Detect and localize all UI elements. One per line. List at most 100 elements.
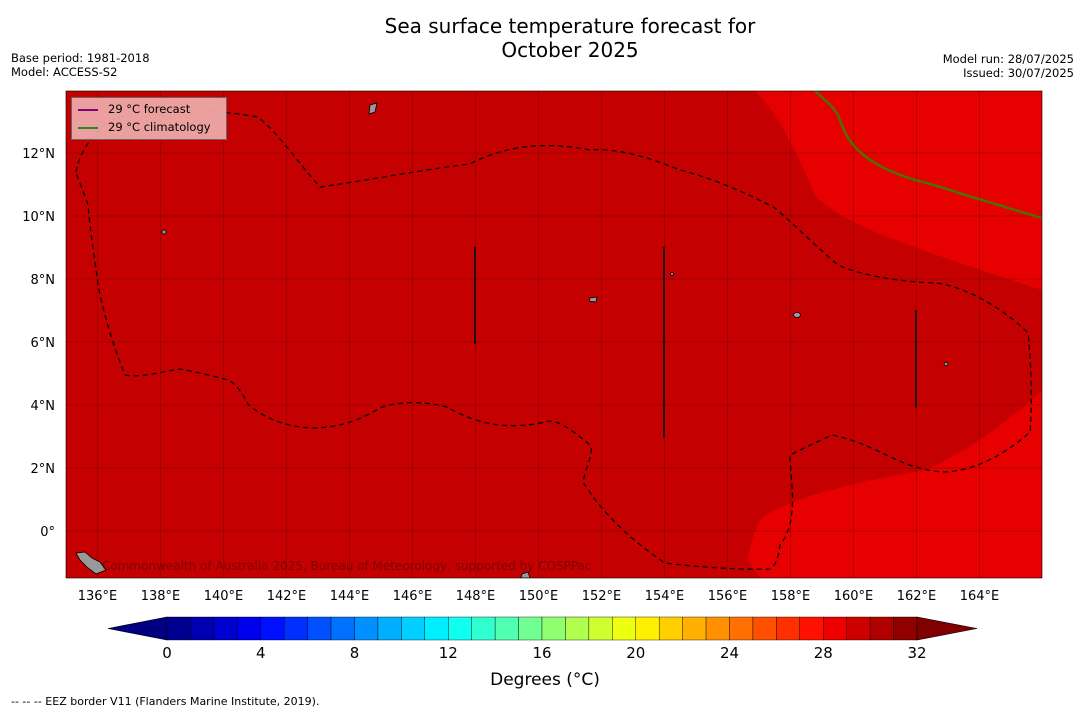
climatology-29c-contour <box>814 91 1042 220</box>
island <box>943 361 949 367</box>
lat-tick-label: 6°N <box>31 336 56 351</box>
lon-tick-label: 162°E <box>897 589 937 604</box>
lon-tick-label: 148°E <box>456 589 496 604</box>
legend-forecast: 29 °C forecast <box>78 102 190 116</box>
colorbar-segment <box>823 616 847 641</box>
colorbar-segment <box>565 616 590 641</box>
lat-tick-label: 10°N <box>22 210 55 225</box>
colorbar-tick-label: 0 <box>162 644 172 662</box>
colorbar: 0 4 8 12 16 20 24 28 32 <box>107 616 978 662</box>
island <box>793 312 801 318</box>
base-period: Base period: 1981-2018 <box>11 51 150 65</box>
colorbar-segment <box>237 616 261 641</box>
colorbar-segment <box>588 616 613 641</box>
colorbar-segment <box>612 616 636 641</box>
colorbar-segment <box>658 616 683 641</box>
colorbar-tick-label: 8 <box>350 644 360 662</box>
model-name: Model: ACCESS-S2 <box>11 65 118 79</box>
title-line-2: October 2025 <box>501 38 639 62</box>
chart-title: Sea surface temperature forecast for Oct… <box>320 14 820 62</box>
lat-tick-label: 0° <box>40 525 55 540</box>
model-run: Model run: 28/07/2025 <box>942 52 1074 66</box>
eez-footnote: -- -- -- EEZ border V11 (Flanders Marine… <box>11 695 320 708</box>
climatology-swatch <box>78 126 98 129</box>
legend-climatology: 29 °C climatology <box>78 120 211 134</box>
colorbar-segment <box>330 616 355 641</box>
colorbar-segment <box>541 616 566 641</box>
colorbar-tick-label: 12 <box>439 644 458 662</box>
island <box>75 551 107 575</box>
colorbar-segment <box>776 616 801 641</box>
colorbar-segment <box>682 616 707 641</box>
legend-forecast-label: 29 °C forecast <box>108 102 191 116</box>
map-area: Commonwealth of Australia 2025, Bureau o… <box>66 91 1042 578</box>
lat-tick-label: 8°N <box>31 273 56 288</box>
meta-right: Model run: 28/07/2025 Issued: 30/07/2025 <box>943 52 1074 80</box>
lon-tick-label: 154°E <box>645 589 685 604</box>
colorbar-segment <box>401 616 426 641</box>
title-line-1: Sea surface temperature forecast for <box>384 14 756 38</box>
colorbar-tick-label: 24 <box>720 644 739 662</box>
land-masses <box>75 102 949 578</box>
lon-tick-label: 136°E <box>78 589 118 604</box>
colorbar-segment <box>166 616 191 641</box>
gridlines <box>66 91 1042 578</box>
copyright-text: Commonwealth of Australia 2025, Bureau o… <box>102 559 592 573</box>
lon-tick-label: 140°E <box>204 589 244 604</box>
lat-tick-label: 2°N <box>31 462 56 477</box>
colorbar-segment <box>869 616 894 641</box>
lat-tick-label: 12°N <box>22 147 55 162</box>
lon-tick-label: 146°E <box>393 589 433 604</box>
lat-tick-label: 4°N <box>31 399 56 414</box>
lon-tick-label: 144°E <box>330 589 370 604</box>
colorbar-segment <box>190 616 215 641</box>
map-frame <box>65 90 1043 579</box>
colorbar-segment <box>471 616 496 641</box>
island <box>670 272 674 276</box>
colorbar-segment <box>283 616 308 641</box>
lon-tick-label: 152°E <box>582 589 622 604</box>
sst-29-30-region <box>66 91 1042 578</box>
colorbar-segment <box>752 616 777 641</box>
lon-tick-label: 138°E <box>141 589 181 604</box>
colorbar-tick-label: 4 <box>256 644 266 662</box>
colorbar-segment <box>307 616 332 641</box>
colorbar-segment <box>635 616 660 641</box>
island <box>368 102 378 115</box>
colorbar-segment <box>213 616 238 641</box>
lon-tick-label: 160°E <box>834 589 874 604</box>
colorbar-label: Degrees (°C) <box>490 670 600 690</box>
lon-tick-label: 142°E <box>267 589 307 604</box>
colorbar-segment <box>448 616 472 641</box>
colorbar-extend-high <box>916 616 978 641</box>
colorbar-segment <box>518 616 543 641</box>
longitude-labels: 136°E 138°E 140°E 142°E 144°E 146°E 148°E 150°E… <box>78 589 1000 604</box>
colorbar-segment <box>494 616 519 641</box>
colorbar-segment <box>893 616 918 641</box>
colorbar-segment <box>424 616 449 641</box>
latitude-labels: 0° 2°N 4°N 6°N 8°N 10°N 12°N <box>22 147 55 540</box>
colorbar-segment <box>377 616 402 641</box>
legend-climatology-label: 29 °C climatology <box>108 120 211 134</box>
lon-tick-label: 150°E <box>519 589 559 604</box>
island <box>520 571 531 578</box>
colorbar-segment <box>729 616 754 641</box>
issued-date: Issued: 30/07/2025 <box>963 66 1074 80</box>
island <box>161 229 167 235</box>
colorbar-tick-label: 20 <box>626 644 645 662</box>
colorbar-segment <box>799 616 824 641</box>
colorbar-segment <box>260 616 285 641</box>
lon-tick-label: 164°E <box>960 589 1000 604</box>
forecast-swatch <box>78 108 98 111</box>
colorbar-extend-low <box>107 616 168 641</box>
meta-left: Base period: 1981-2018 Model: ACCESS-S2 <box>11 51 150 79</box>
map-legend: 29 °C forecast 29 °C climatology <box>71 97 227 140</box>
colorbar-tick-label: 32 <box>907 644 926 662</box>
lon-tick-label: 156°E <box>708 589 748 604</box>
colorbar-tick-label: 28 <box>814 644 833 662</box>
lon-tick-label: 158°E <box>771 589 811 604</box>
colorbar-segment <box>705 616 730 641</box>
colorbar-segment <box>354 616 379 641</box>
island <box>588 296 598 303</box>
